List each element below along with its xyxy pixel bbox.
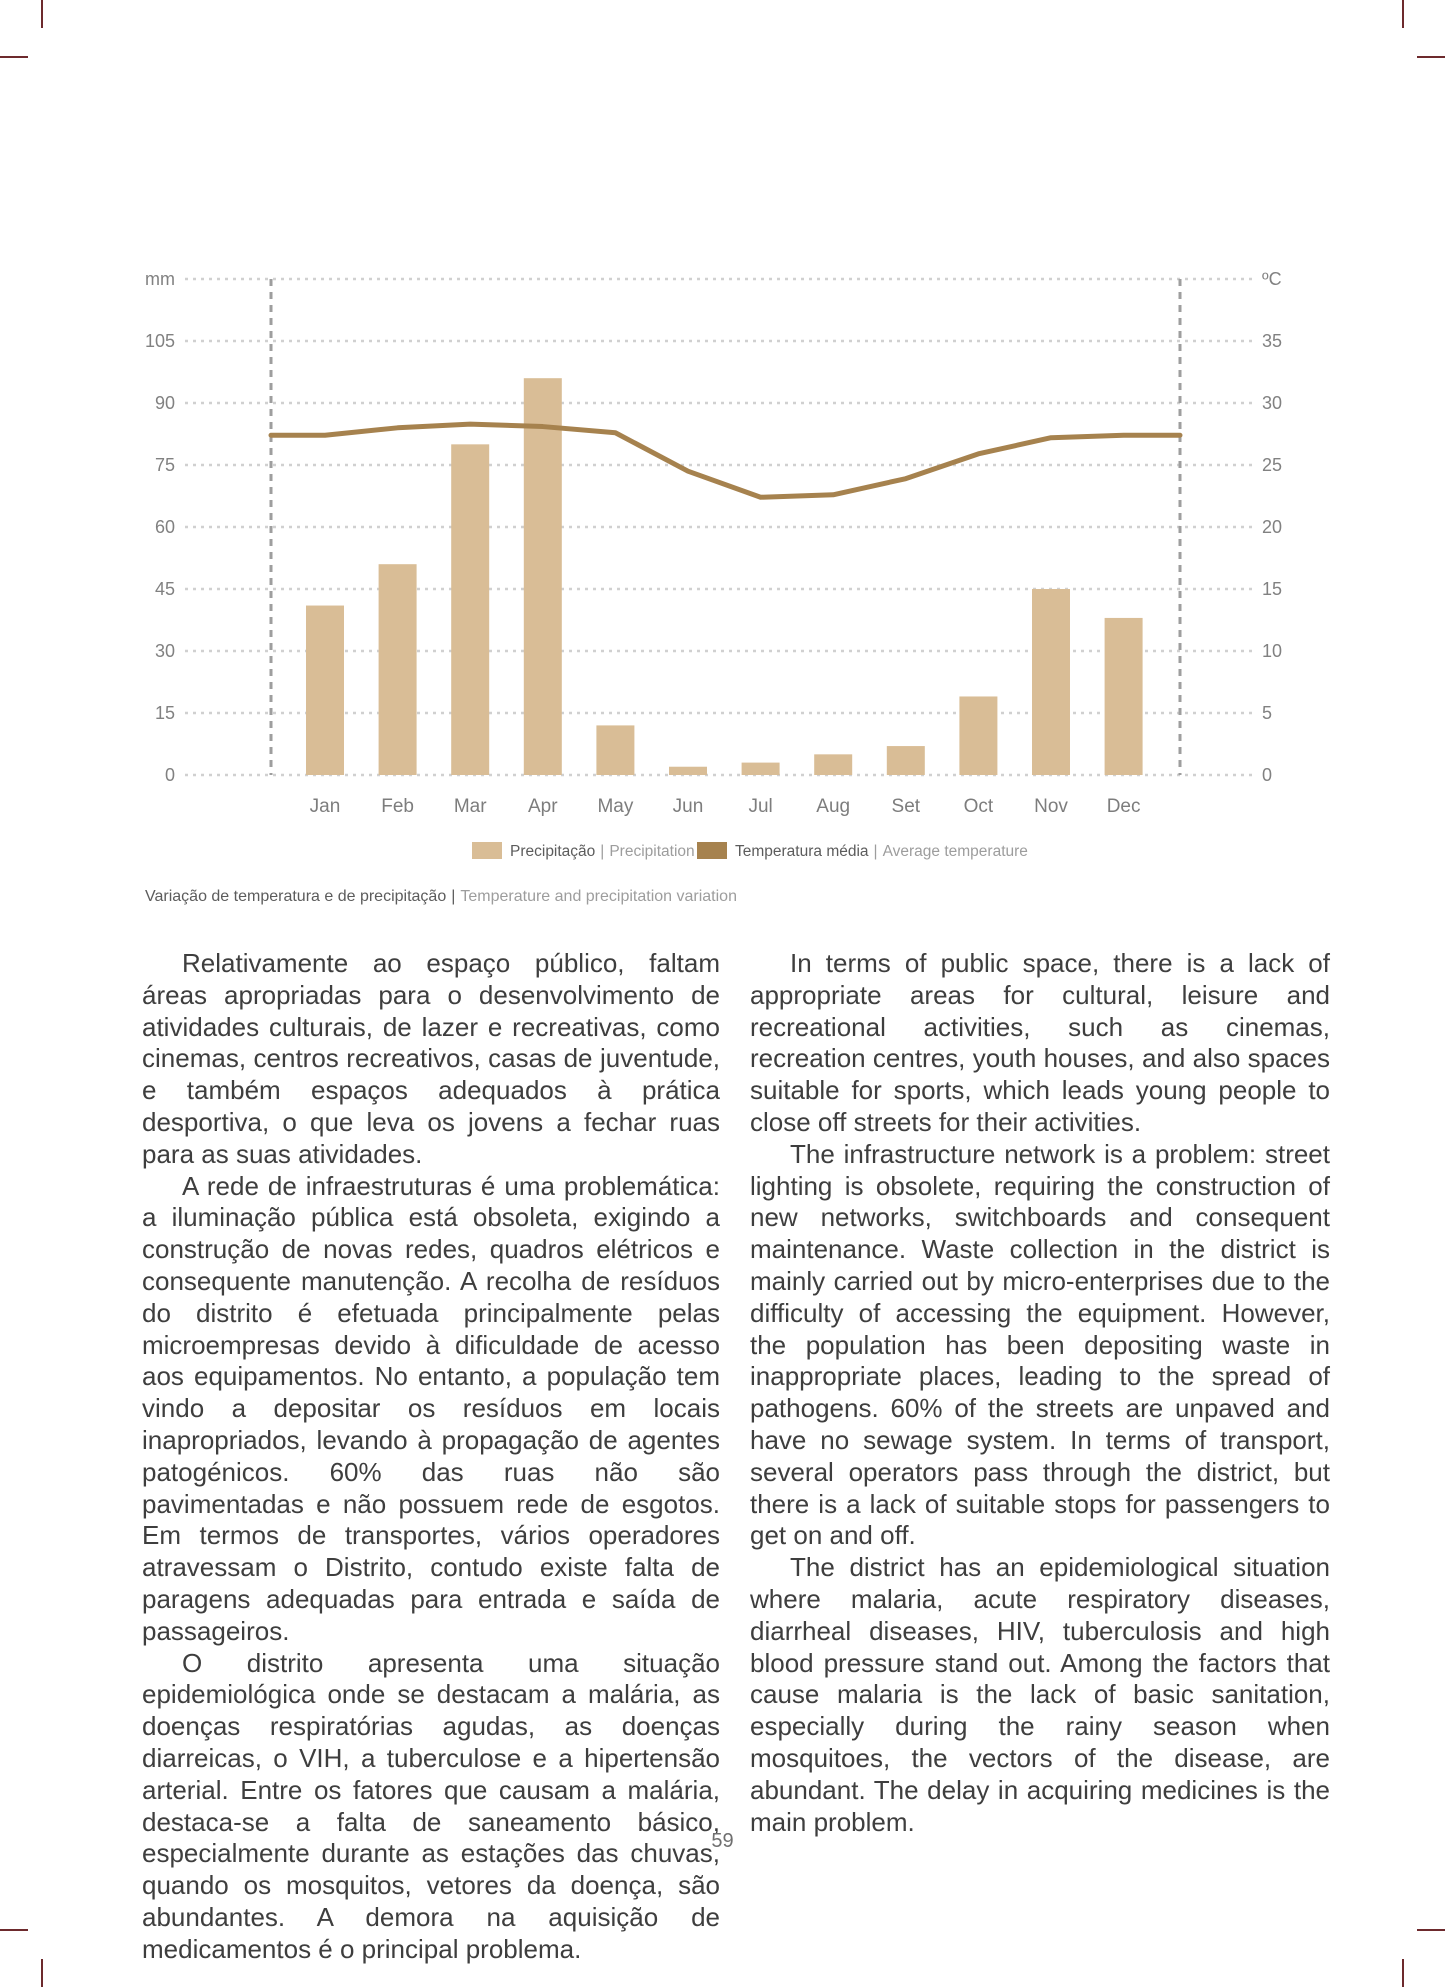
crop-mark-top-right-h: [1417, 56, 1445, 58]
paragraph-pt-1: Relativamente ao espaço público, faltam …: [142, 948, 720, 1169]
bar-apr: [523, 378, 562, 775]
legend-separator: |: [874, 843, 878, 860]
legend-swatch-precipitation: [472, 842, 502, 859]
legend-separator: |: [600, 843, 604, 860]
month-label-jun: Jun: [673, 796, 704, 817]
temperature-precipitation-chart: 0 15 30 45 60 75 90 105 mm 0 5 10 15 20 25 30 35 ºC Jan Feb…: [145, 269, 1282, 905]
left-axis-tick: 30: [155, 641, 175, 661]
left-axis-tick: 0: [165, 765, 175, 785]
left-axis-tick: 105: [145, 331, 175, 351]
bar-nov: [1032, 589, 1070, 775]
bar-jul: [741, 762, 780, 775]
legend-precipitation-en: Precipitation: [609, 843, 694, 860]
crop-mark-bottom-left-v: [41, 1959, 43, 1987]
crop-mark-bottom-right-v: [1402, 1959, 1404, 1987]
paragraph-pt-2: A rede de infraestruturas é uma problemá…: [142, 1170, 720, 1646]
crop-mark-bottom-left-h: [0, 1929, 28, 1931]
right-axis-tick: 30: [1262, 393, 1282, 413]
right-axis-tick: 20: [1262, 517, 1282, 537]
bar-aug: [814, 754, 853, 775]
right-axis-tick: 35: [1262, 331, 1282, 351]
bar-oct: [959, 696, 998, 775]
paragraph-en-1: In terms of public space, there is a lac…: [750, 948, 1330, 1137]
month-label-feb: Feb: [381, 796, 414, 817]
right-axis-tick: 0: [1262, 765, 1272, 785]
right-axis-tick: 25: [1262, 455, 1282, 475]
bar-jun: [669, 766, 707, 775]
month-label-set: Set: [892, 796, 921, 817]
month-label-jul: Jul: [748, 796, 772, 817]
bar-dec: [1104, 617, 1143, 775]
chart-caption: Variação de temperatura e de precipitaçã…: [145, 888, 737, 905]
month-label-nov: Nov: [1034, 796, 1068, 817]
legend-temperature-en: Average temperature: [883, 843, 1028, 860]
chart-legend: Precipitação | Precipitation Temperatura m…: [472, 842, 1028, 860]
bar-feb: [378, 564, 417, 775]
text-column-english: In terms of public space, there is a lac…: [750, 948, 1330, 1838]
bar-mar: [451, 444, 490, 775]
month-label-mar: Mar: [454, 796, 487, 817]
legend-label-temperature: Temperatura média | Average temperature: [735, 843, 1028, 860]
paragraph-pt-3: O distrito apresenta uma situação epidem…: [142, 1647, 720, 1964]
crop-mark-top-left-h: [0, 56, 28, 58]
month-label-jan: Jan: [310, 796, 341, 817]
right-axis-tick: 15: [1262, 579, 1282, 599]
month-label-aug: Aug: [816, 796, 850, 817]
bar-jan: [306, 605, 344, 775]
left-axis-tick: 90: [155, 393, 175, 413]
left-axis-tick: 15: [155, 703, 175, 723]
temperature-line: [268, 421, 1183, 500]
month-label-oct: Oct: [964, 796, 994, 817]
month-label-may: May: [597, 796, 633, 817]
crop-mark-top-left-v: [41, 0, 43, 28]
legend-swatch-temperature: [697, 842, 727, 859]
caption-separator: |: [451, 888, 455, 905]
page-number: 59: [711, 1830, 734, 1852]
right-axis-unit-c: ºC: [1262, 269, 1282, 289]
crop-mark-bottom-right-h: [1417, 1929, 1445, 1931]
bar-set: [886, 746, 925, 775]
right-axis-tick: 5: [1262, 703, 1272, 723]
crop-mark-top-right-v: [1402, 0, 1404, 28]
chart-caption-pt: Variação de temperatura e de precipitaçã…: [145, 888, 446, 905]
left-axis-tick: 45: [155, 579, 175, 599]
paragraph-en-2: The infrastructure network is a problem:…: [750, 1138, 1330, 1551]
legend-temperature-pt: Temperatura média: [735, 843, 869, 860]
bar-may: [596, 725, 635, 775]
month-label-dec: Dec: [1107, 796, 1141, 817]
left-axis-tick: 75: [155, 455, 175, 475]
paragraph-en-3: The district has an epidemiological situ…: [750, 1552, 1330, 1837]
legend-precipitation-pt: Precipitação: [510, 843, 595, 860]
left-axis-unit-mm: mm: [145, 269, 175, 289]
chart-caption-en: Temperature and precipitation variation: [460, 888, 737, 905]
text-column-portuguese: Relativamente ao espaço público, faltam …: [142, 948, 720, 1966]
legend-label-precipitation: Precipitação | Precipitation: [510, 843, 695, 860]
left-axis-tick: 60: [155, 517, 175, 537]
right-axis-tick: 10: [1262, 641, 1282, 661]
month-label-apr: Apr: [528, 796, 558, 817]
